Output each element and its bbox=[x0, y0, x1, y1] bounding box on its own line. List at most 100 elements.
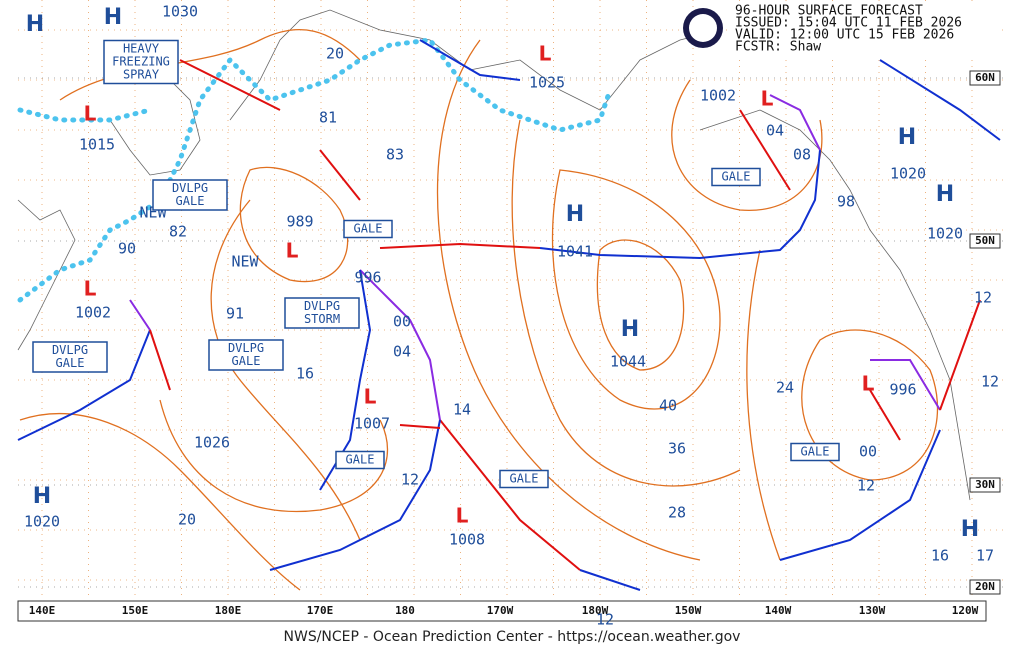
isobars bbox=[19, 28, 938, 591]
cold-front bbox=[779, 429, 941, 561]
high-center: H bbox=[566, 202, 584, 227]
longitude-label: 130W bbox=[859, 604, 886, 617]
longitude-label: 180 bbox=[395, 604, 415, 617]
pressure-label: 12 bbox=[857, 477, 875, 495]
arrow bbox=[319, 149, 361, 201]
latitude-label: 20N bbox=[975, 580, 995, 593]
pressure-label: 82 bbox=[169, 223, 187, 241]
warning-box bbox=[335, 450, 385, 470]
low-center: L bbox=[286, 239, 299, 263]
warning-box bbox=[711, 167, 761, 187]
pressure-label: 24 bbox=[776, 379, 794, 397]
pressure-label: 996 bbox=[354, 269, 381, 287]
header-forecaster: FCSTR: Shaw bbox=[735, 40, 821, 55]
warning-box bbox=[32, 341, 108, 373]
latitude-box bbox=[969, 477, 1001, 493]
arrow bbox=[869, 389, 901, 441]
pressure-label: 14 bbox=[453, 401, 471, 419]
warning-text: GALE bbox=[176, 194, 205, 208]
header-valid: VALID: 12:00 UTC 15 FEB 2026 bbox=[735, 28, 954, 43]
occluded-front bbox=[129, 299, 151, 331]
longitude-scale bbox=[17, 600, 987, 622]
warning-box bbox=[343, 219, 393, 239]
ice-edge bbox=[17, 107, 153, 123]
latitude-box bbox=[969, 233, 1001, 249]
pressure-label: 90 bbox=[118, 240, 136, 258]
longitude-label: 140E bbox=[29, 604, 56, 617]
isobar bbox=[511, 119, 741, 487]
fronts bbox=[17, 37, 1001, 591]
occluded-front bbox=[359, 269, 441, 421]
low-center: L bbox=[761, 87, 774, 111]
pressure-label: 00 bbox=[859, 443, 877, 461]
pressure-label: 20 bbox=[178, 511, 196, 529]
warning-text: GALE bbox=[346, 453, 375, 467]
header-box bbox=[728, 3, 1000, 55]
warning-box bbox=[790, 442, 840, 462]
warm-front bbox=[149, 329, 171, 391]
high-center: H bbox=[621, 317, 639, 342]
warm-front bbox=[379, 242, 541, 249]
pressure-label: 1008 bbox=[449, 531, 485, 549]
low-center: L bbox=[364, 385, 377, 409]
pressure-label: 1002 bbox=[75, 304, 111, 322]
pressure-label: 1020 bbox=[927, 225, 963, 243]
warning-text: DVLPG bbox=[228, 341, 264, 355]
pressure-label: 1030 bbox=[162, 3, 198, 21]
pressure-label: 1044 bbox=[610, 353, 646, 371]
latitude-box bbox=[969, 70, 1001, 86]
pressure-label: 83 bbox=[386, 146, 404, 164]
pressure-label: 40 bbox=[659, 397, 677, 415]
high-center: H bbox=[961, 517, 979, 542]
header-title: 96-HOUR SURFACE FORECAST bbox=[735, 4, 923, 19]
pressure-label: 989 bbox=[286, 213, 313, 231]
warning-text: GALE bbox=[56, 356, 85, 370]
high-center: H bbox=[104, 5, 122, 30]
footer: NWS/NCEP - Ocean Prediction Center - htt… bbox=[284, 629, 741, 645]
high-center: H bbox=[936, 182, 954, 207]
warning-text: STORM bbox=[304, 312, 340, 326]
pressure-label: 36 bbox=[668, 440, 686, 458]
isobar bbox=[436, 39, 701, 561]
pressure-label: 16 bbox=[931, 547, 949, 565]
pressure-label: 1025 bbox=[529, 74, 565, 92]
pressure-label: 04 bbox=[393, 343, 411, 361]
isobar bbox=[746, 249, 781, 561]
high-center: H bbox=[898, 125, 916, 150]
longitude-label: 140W bbox=[765, 604, 792, 617]
low-center: L bbox=[84, 277, 97, 301]
latitude-box bbox=[969, 579, 1001, 595]
pressure-label: 1041 bbox=[557, 243, 593, 261]
pressure-label: 12 bbox=[981, 373, 999, 391]
warning-text: GALE bbox=[232, 354, 261, 368]
latitude-label: 60N bbox=[975, 71, 995, 84]
pressure-label: 1020 bbox=[890, 165, 926, 183]
isobar bbox=[210, 199, 361, 541]
warning-text: GALE bbox=[510, 472, 539, 486]
pressure-label: 91 bbox=[226, 305, 244, 323]
isobar bbox=[671, 79, 823, 211]
cold-front bbox=[17, 329, 151, 441]
longitude-label: 120W bbox=[952, 604, 979, 617]
pressure-label: 12 bbox=[596, 611, 614, 629]
pressure-label: 1020 bbox=[24, 513, 60, 531]
warning-text: FREEZING bbox=[112, 55, 170, 69]
warning-text: GALE bbox=[354, 222, 383, 236]
pressure-label: 1002 bbox=[700, 87, 736, 105]
map-area bbox=[18, 0, 1004, 600]
low-center: L bbox=[539, 42, 552, 66]
longitude-label: 150W bbox=[675, 604, 702, 617]
pressure-label: 16 bbox=[296, 365, 314, 383]
pressure-label: 08 bbox=[793, 146, 811, 164]
longitude-label: 150E bbox=[122, 604, 149, 617]
isobar bbox=[19, 412, 301, 591]
isobar bbox=[239, 166, 349, 283]
pressure-label: 98 bbox=[837, 193, 855, 211]
longitude-label: 170E bbox=[307, 604, 334, 617]
low-center: L bbox=[862, 372, 875, 396]
low-center: L bbox=[456, 504, 469, 528]
warning-text: SPRAY bbox=[123, 68, 160, 82]
isobar bbox=[159, 399, 389, 513]
